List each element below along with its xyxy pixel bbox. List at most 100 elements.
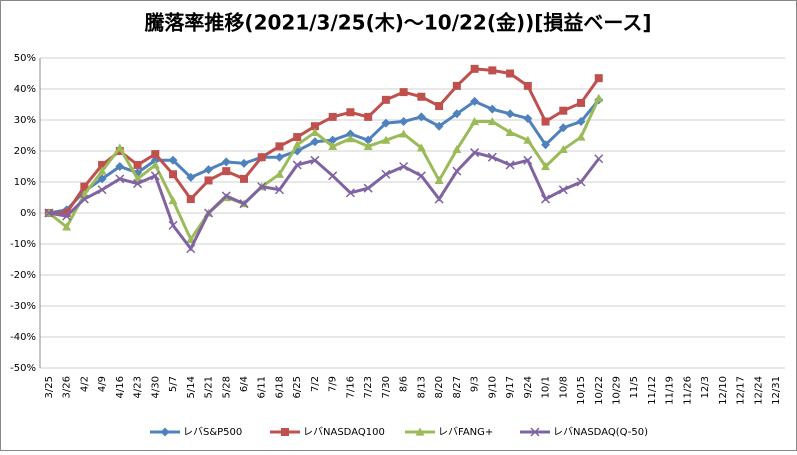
y-tick-label: 20%: [14, 146, 36, 157]
marker: [62, 209, 71, 217]
x-tick-label: 5/7: [168, 376, 179, 392]
y-tick-label: -50%: [10, 363, 36, 374]
marker: [274, 169, 284, 178]
marker: [399, 161, 409, 172]
x-tick-label: 6/11: [257, 376, 268, 398]
marker: [133, 160, 142, 169]
chart-title: 騰落率推移(2021/3/25(木)～10/22(金))[損益ベース]: [144, 11, 651, 35]
marker: [594, 74, 603, 83]
marker: [328, 141, 338, 150]
marker: [363, 183, 373, 193]
x-tick-label: 7/23: [363, 376, 374, 398]
marker: [505, 109, 515, 119]
x-tick-label: 4/23: [133, 376, 144, 398]
marker: [133, 179, 143, 189]
legend-label: レバNASDAQ100: [303, 426, 385, 438]
y-tick-label: -10%: [10, 239, 36, 250]
marker: [186, 172, 196, 182]
marker: [310, 127, 320, 136]
marker: [80, 182, 89, 191]
marker: [150, 171, 160, 181]
marker: [168, 155, 178, 165]
marker: [487, 152, 497, 162]
x-tick-label: 10/1: [541, 376, 552, 398]
marker: [169, 170, 178, 179]
legend-label: レバFANG+: [438, 426, 493, 438]
x-tick-label: 7/9: [328, 376, 339, 392]
marker: [44, 208, 54, 218]
x-tick-label: 11/26: [682, 376, 693, 405]
marker: [594, 93, 604, 102]
marker: [239, 199, 249, 209]
marker: [345, 134, 355, 143]
marker: [97, 166, 107, 175]
marker: [97, 174, 107, 184]
marker: [204, 165, 214, 175]
marker: [541, 117, 550, 126]
legend-label: レバS&P500: [183, 426, 242, 438]
y-tick-label: -30%: [10, 301, 36, 312]
marker: [558, 144, 568, 154]
x-tick-label: 4/2: [79, 376, 90, 392]
marker: [576, 132, 586, 141]
x-tick-label: 6/18: [274, 376, 285, 398]
marker: [381, 135, 391, 144]
x-tick-label: 12/31: [771, 376, 782, 405]
marker: [541, 162, 551, 171]
marker: [470, 64, 479, 73]
marker: [541, 194, 551, 204]
marker: [381, 95, 390, 104]
marker: [576, 117, 586, 127]
marker: [221, 191, 231, 201]
x-tick-label: 7/30: [381, 376, 392, 398]
x-tick-label: 3/26: [62, 376, 73, 398]
x-tick-label: 12/3: [700, 376, 711, 398]
marker: [523, 155, 533, 165]
legend-label: レバNASDAQ(Q-50): [553, 426, 648, 438]
marker: [434, 121, 444, 131]
x-tick-label: 5/28: [221, 376, 232, 398]
x-tick-label: 10/22: [594, 376, 605, 405]
marker: [328, 112, 337, 121]
marker: [487, 117, 497, 126]
marker: [416, 171, 426, 181]
marker: [115, 162, 125, 171]
marker: [310, 122, 319, 131]
marker: [328, 171, 338, 181]
marker: [275, 142, 284, 151]
marker: [470, 117, 480, 126]
marker: [434, 175, 444, 185]
x-tick-label: 9/10: [487, 376, 498, 398]
marker: [399, 117, 409, 127]
marker: [168, 196, 178, 205]
y-tick-label: 50%: [14, 53, 36, 64]
marker: [345, 188, 355, 198]
marker: [399, 88, 408, 97]
marker: [221, 157, 231, 167]
marker: [62, 222, 72, 231]
marker: [417, 92, 426, 101]
x-tick-label: 12/17: [736, 376, 747, 405]
marker: [523, 113, 533, 123]
marker: [399, 129, 409, 138]
marker: [292, 160, 302, 170]
marker: [416, 112, 426, 122]
marker: [415, 427, 425, 436]
marker: [381, 118, 391, 128]
series-line: [48, 150, 600, 252]
marker: [505, 160, 515, 170]
y-tick-label: 0%: [20, 208, 36, 219]
y-tick-label: 40%: [14, 84, 36, 95]
x-tick-label: 10/15: [576, 376, 587, 405]
x-tick-label: 8/6: [399, 376, 410, 392]
marker: [186, 244, 196, 254]
marker: [150, 160, 160, 169]
x-tick-label: 9/3: [470, 376, 481, 392]
marker: [364, 112, 373, 121]
marker: [594, 154, 604, 164]
marker: [186, 195, 195, 204]
y-tick-label: 10%: [14, 177, 36, 188]
marker: [328, 135, 338, 145]
series-line: [47, 97, 601, 243]
